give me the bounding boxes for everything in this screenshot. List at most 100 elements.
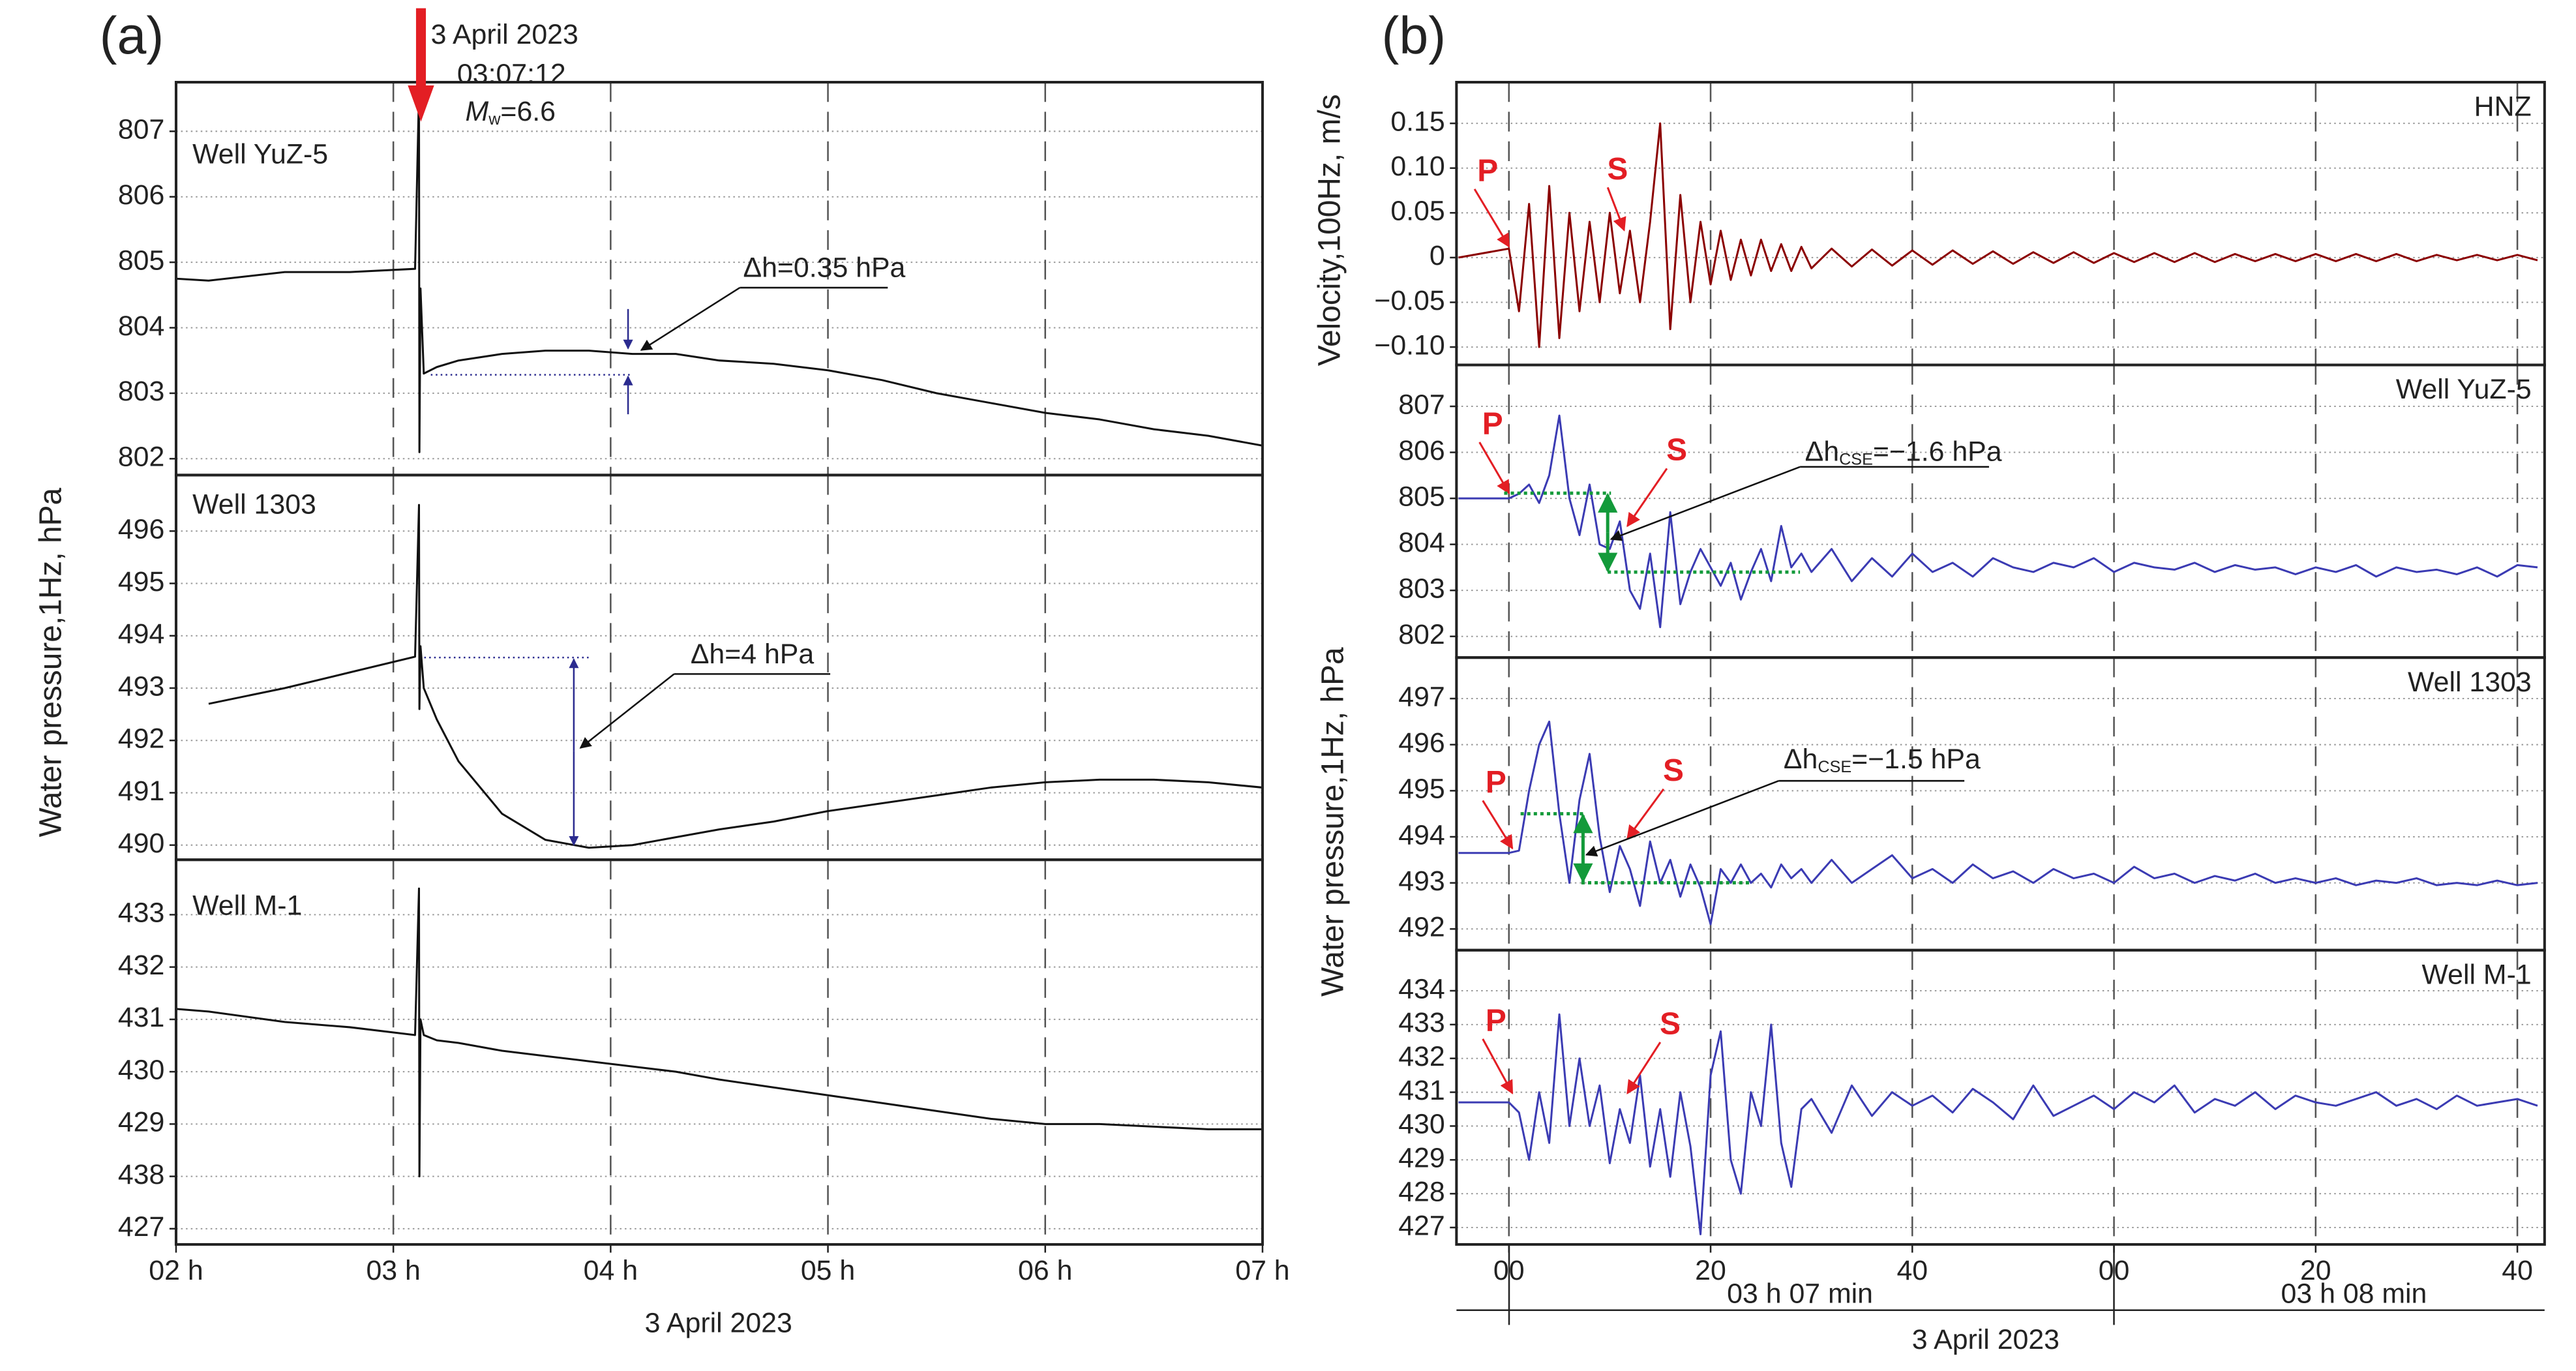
y-tick-label: 429 (1398, 1143, 1445, 1174)
y-tick-label: 494 (118, 618, 164, 650)
annotation-value: =−1.5 hPa (1851, 744, 1981, 775)
y-tick-label: −0.10 (1374, 329, 1445, 361)
phase-label: S (1660, 1006, 1681, 1041)
annotation-value: =−1.6 hPa (1873, 436, 2002, 468)
y-tick-label: 493 (118, 670, 164, 702)
y-tick-label: 802 (118, 442, 164, 473)
y-tick-label: 805 (1398, 481, 1445, 512)
phase-arrow (1478, 442, 1510, 494)
x-tick-label: 40 (2502, 1255, 2533, 1286)
delta-annotation: ΔhCSE=−1.5 hPa (1784, 744, 1981, 776)
y-tick-label: 490 (118, 828, 164, 859)
panel-frame (174, 81, 1264, 477)
data-line (208, 504, 1263, 849)
y-tick-label: 432 (118, 950, 164, 981)
y-tick-label: 427 (1398, 1210, 1445, 1241)
y-tick-label: 0.15 (1390, 106, 1445, 137)
annotation-subscript: CSE (1839, 450, 1873, 468)
event-time: 03:07:12 (457, 58, 566, 89)
y-tick-label: 804 (1398, 527, 1445, 558)
panel-frame (1455, 81, 2546, 367)
x-tick-label: 06 h (1018, 1255, 1072, 1286)
y-tick-label: 496 (1398, 727, 1445, 759)
panel-label: Well YuZ-5 (192, 139, 328, 170)
y-axis-label: Water pressure,1Hz, hPa (34, 487, 68, 837)
x-tick-label: 02 h (149, 1255, 203, 1286)
delta-annotation: ΔhCSE=−1.6 hPa (1805, 436, 2002, 468)
panel-label: Well M-1 (192, 890, 302, 922)
phase-arrow (1626, 1042, 1662, 1094)
phase-label: S (1666, 433, 1687, 468)
y-axis-label: Velocity,100Hz, m/s (1312, 94, 1347, 366)
panel-label: Well 1303 (2408, 667, 2532, 698)
y-tick-label: 491 (118, 776, 164, 807)
magnitude-subscript: w (488, 110, 501, 128)
phase-arrow (1473, 188, 1510, 248)
x-axis-label: 3 April 2023 (645, 1308, 792, 1339)
y-tick-label: 0.10 (1390, 151, 1445, 182)
phase-arrow (1482, 1038, 1514, 1094)
phase-label: P (1477, 153, 1498, 188)
panel-frame (174, 858, 1264, 1246)
x-tick-label: 05 h (801, 1255, 855, 1286)
y-tick-label: 428 (1398, 1176, 1445, 1207)
y-tick-label: 431 (1398, 1075, 1445, 1106)
y-tick-label: 495 (118, 566, 164, 597)
y-tick-label: 804 (118, 310, 164, 342)
annotation-arrow (640, 287, 741, 351)
annotation-symbol: Δh (1805, 436, 1839, 468)
y-tick-label: 802 (1398, 619, 1445, 650)
y-tick-label: 427 (118, 1211, 164, 1243)
y-axis-label: Water pressure,1Hz, hPa (1315, 647, 1350, 997)
panel-label: Well YuZ-5 (2396, 374, 2532, 405)
y-tick-label: −0.05 (1374, 285, 1445, 316)
x-tick-label: 20 (2300, 1255, 2331, 1286)
magnitude-value: =6.6 (500, 96, 556, 127)
phase-label: S (1607, 152, 1628, 187)
x-tick-label: 04 h (584, 1255, 638, 1286)
y-tick-label: 805 (118, 245, 164, 276)
panel-label: Well M-1 (2422, 959, 2532, 990)
phase-label: S (1663, 753, 1684, 788)
x-tick-label: 20 (1695, 1255, 1726, 1286)
event-magnitude: Mw=6.6 (466, 96, 556, 128)
data-line (1458, 122, 2538, 348)
y-tick-label: 803 (1398, 573, 1445, 604)
magnitude-symbol: M (466, 96, 489, 127)
annotation-symbol: Δh (1784, 744, 1818, 775)
y-tick-label: 492 (1398, 912, 1445, 943)
annotation-arrow (1585, 780, 1779, 857)
x-tick-label: 07 h (1235, 1255, 1289, 1286)
x-axis-label: 3 April 2023 (1912, 1324, 2059, 1355)
data-line (175, 91, 1263, 453)
y-tick-label: 495 (1398, 774, 1445, 805)
event-arrow (408, 8, 434, 122)
data-line (1458, 1013, 2538, 1235)
y-tick-label: 494 (1398, 819, 1445, 851)
y-tick-label: 497 (1398, 681, 1445, 712)
y-tick-label: 433 (1398, 1007, 1445, 1038)
y-tick-label: 433 (118, 897, 164, 929)
y-tick-label: 492 (118, 723, 164, 755)
panel-frame (1455, 656, 2546, 952)
annotation-arrow (579, 673, 675, 749)
event-date: 3 April 2023 (431, 19, 578, 50)
y-tick-label: 496 (118, 514, 164, 545)
phase-label: P (1482, 406, 1503, 441)
panel-label: Well 1303 (192, 489, 316, 520)
minute-label: 03 h 08 min (2281, 1278, 2427, 1309)
phase-arrow (1626, 788, 1665, 840)
phase-arrow (1606, 187, 1626, 232)
data-line (1458, 720, 2538, 926)
y-tick-label: 431 (118, 1002, 164, 1033)
y-tick-label: 432 (1398, 1041, 1445, 1072)
figure-label: (a) (100, 7, 164, 65)
delta-annotation: Δh=4 hPa (691, 639, 815, 670)
y-tick-label: 429 (118, 1107, 164, 1138)
y-tick-label: 0.05 (1390, 196, 1445, 227)
annotation-arrow (1610, 466, 1801, 541)
delta-annotation: Δh=0.35 hPa (743, 252, 905, 284)
annotation-subscript: CSE (1818, 758, 1851, 776)
y-tick-label: 434 (1398, 973, 1445, 1004)
